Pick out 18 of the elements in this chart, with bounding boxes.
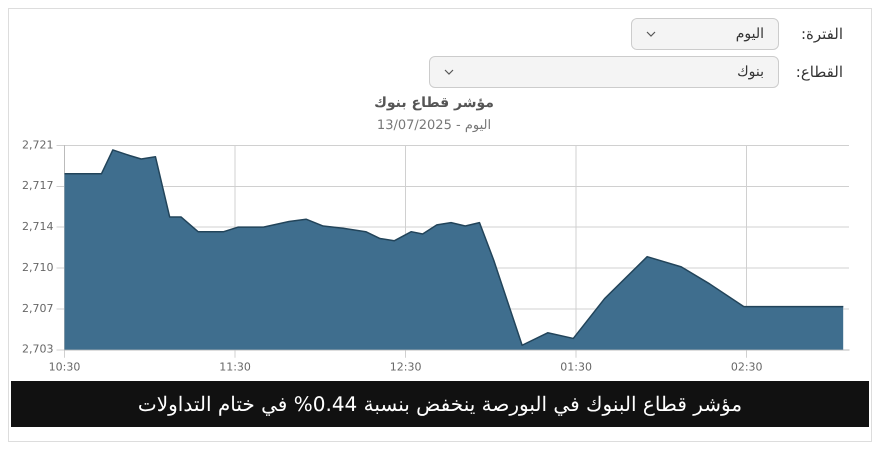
y-tick-label: 2,710 [22,260,54,274]
chart-title: مؤشر قطاع بنوك [374,95,494,112]
text: مؤشر قطاع البنوك في البورصة ينخفض بنسبة 0.44% في ختام التداولات [11,381,869,427]
y-tick-label: 2,721 [22,138,54,152]
y-tick-label: 2,714 [22,220,54,234]
text: اليوم [736,26,764,42]
y-tick-label: 2,717 [22,179,54,192]
chart-subtitle: اليوم - 13/07/2025 [376,118,492,133]
x-tick-label: 10:30 [48,360,80,374]
text: بنوك [737,64,764,80]
x-tick-label: 01:30 [560,360,592,374]
x-tick-label: 02:30 [730,360,763,374]
x-tick-label: 12:30 [390,360,422,374]
text: الفترة: [800,25,843,43]
text: القطاع: [794,63,843,81]
y-tick-label: 2,707 [22,302,54,315]
x-tick-label: 11:30 [219,360,251,374]
y-tick-label: 2,703 [22,342,54,356]
